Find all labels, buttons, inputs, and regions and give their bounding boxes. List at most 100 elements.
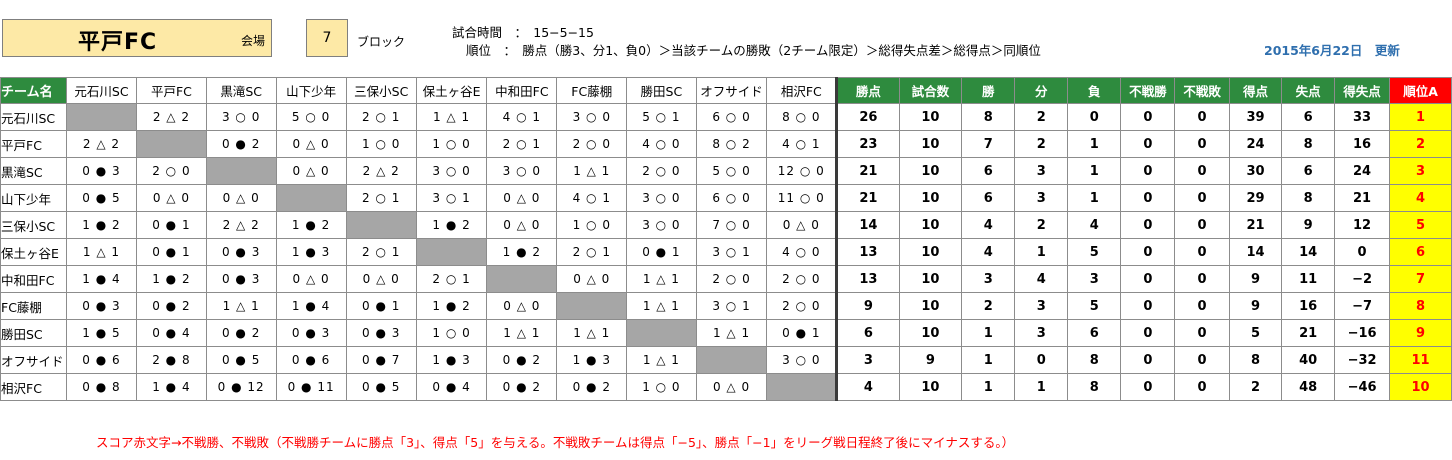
stat-games: 10 [898,157,963,185]
opponent-header: オフサイド [695,77,768,104]
match-score-cell: 3 ○ 0 [626,184,697,212]
match-score-cell: 0 △ 0 [345,265,417,293]
stat-goal-diff: −2 [1333,265,1391,293]
rank-cell: 4 [1389,184,1452,212]
stat-draws: 4 [1014,265,1069,293]
stat-wins: 7 [961,130,1016,158]
match-score-cell: 1 ○ 0 [626,373,697,401]
match-score-cell: 2 △ 2 [205,211,277,239]
stat-points: 4 [835,373,900,401]
team-name: オフサイド [0,346,67,374]
match-score-cell: 3 ○ 0 [626,211,697,239]
match-score-cell: 0 ● 2 [205,130,277,158]
stat-games: 10 [898,103,963,131]
stat-goals-for: 5 [1228,319,1283,347]
match-score-cell: 2 △ 2 [136,103,207,131]
block-label: ブロック [357,35,406,49]
stat-goal-diff: 21 [1333,184,1391,212]
stat-points: 13 [835,238,900,266]
team-name: 黒滝SC [0,157,67,185]
match-score-cell: 3 ○ 0 [205,103,277,131]
stat-points: 3 [835,346,900,374]
stat-points: 14 [835,211,900,239]
match-score-cell: 0 ● 3 [205,265,277,293]
self-match-cell [415,238,488,266]
match-score-cell: 0 ● 4 [136,319,207,347]
stat-draws: 3 [1014,319,1069,347]
team-name: 相沢FC [0,373,67,401]
match-score-cell: 12 ○ 0 [766,157,838,185]
stat-forfeit-wins: 0 [1120,184,1176,212]
match-score-cell: 0 ● 2 [486,346,558,374]
match-score-cell: 0 △ 0 [205,184,277,212]
match-score-cell: 0 △ 0 [486,292,558,320]
match-score-cell: 3 ○ 1 [695,292,768,320]
self-match-cell [556,292,628,320]
match-score-cell: 2 ○ 1 [556,238,628,266]
match-score-cell: 2 ○ 0 [136,157,207,185]
opponent-header: 保土ヶ谷E [415,77,488,104]
stat-forfeit-losses: 0 [1174,292,1230,320]
stat-draws: 2 [1014,130,1069,158]
stat-header-draws: 分 [1014,77,1069,104]
stat-forfeit-losses: 0 [1174,211,1230,239]
match-score-cell: 8 ○ 2 [695,130,768,158]
match-score-cell: 0 ● 5 [345,373,417,401]
match-score-cell: 2 ○ 1 [345,184,417,212]
match-score-cell: 0 ● 4 [415,373,488,401]
match-score-cell: 1 ○ 0 [415,319,488,347]
stat-goal-diff: 0 [1333,238,1391,266]
match-score-cell: 0 ● 1 [766,319,838,347]
stat-forfeit-losses: 0 [1174,265,1230,293]
venue-name: 平戸FC [78,30,158,55]
match-time: 試合時間 ： 15−5−15 [452,25,594,40]
stat-points: 26 [835,103,900,131]
league-table: チーム名 元石川SC 平戸FC 黒滝SC 山下少年 三保小SC 保土ヶ谷E 中和… [0,77,1452,401]
stat-goals-for: 9 [1228,265,1283,293]
stat-points: 21 [835,184,900,212]
stat-forfeit-wins: 0 [1120,319,1176,347]
stat-forfeit-wins: 0 [1120,211,1176,239]
stat-games: 10 [898,265,963,293]
rank-cell: 2 [1389,130,1452,158]
stat-header-forfeit-wins: 不戦勝 [1120,77,1176,104]
match-score-cell: 1 ● 4 [136,373,207,401]
stat-goals-against: 16 [1281,292,1335,320]
self-match-cell [205,157,277,185]
match-score-cell: 1 ● 2 [136,265,207,293]
opponent-header: 三保小SC [345,77,417,104]
stat-goals-against: 48 [1281,373,1335,401]
stat-goal-diff: 16 [1333,130,1391,158]
match-score-cell: 1 △ 1 [486,319,558,347]
match-score-cell: 3 ○ 0 [486,157,558,185]
match-score-cell: 3 ○ 1 [695,238,768,266]
team-name: FC藤棚 [0,292,67,320]
match-score-cell: 2 ○ 0 [556,130,628,158]
match-score-cell: 0 △ 0 [275,157,347,185]
stat-losses: 5 [1067,238,1122,266]
stat-games: 9 [898,346,963,374]
stat-wins: 8 [961,103,1016,131]
stat-losses: 1 [1067,184,1122,212]
match-score-cell: 0 ● 8 [65,373,138,401]
stat-forfeit-losses: 0 [1174,130,1230,158]
stat-goal-diff: −16 [1333,319,1391,347]
match-score-cell: 5 ○ 0 [275,103,347,131]
match-score-cell: 4 ○ 0 [626,130,697,158]
match-score-cell: 1 ○ 0 [556,211,628,239]
stat-losses: 5 [1067,292,1122,320]
stat-forfeit-wins: 0 [1120,103,1176,131]
stat-draws: 3 [1014,292,1069,320]
match-score-cell: 0 △ 0 [486,184,558,212]
updated-date: 2015年6月22日 更新 [1264,43,1400,58]
stat-draws: 3 [1014,184,1069,212]
team-name: 勝田SC [0,319,67,347]
match-score-cell: 2 ○ 0 [626,157,697,185]
match-score-cell: 0 ● 5 [65,184,138,212]
